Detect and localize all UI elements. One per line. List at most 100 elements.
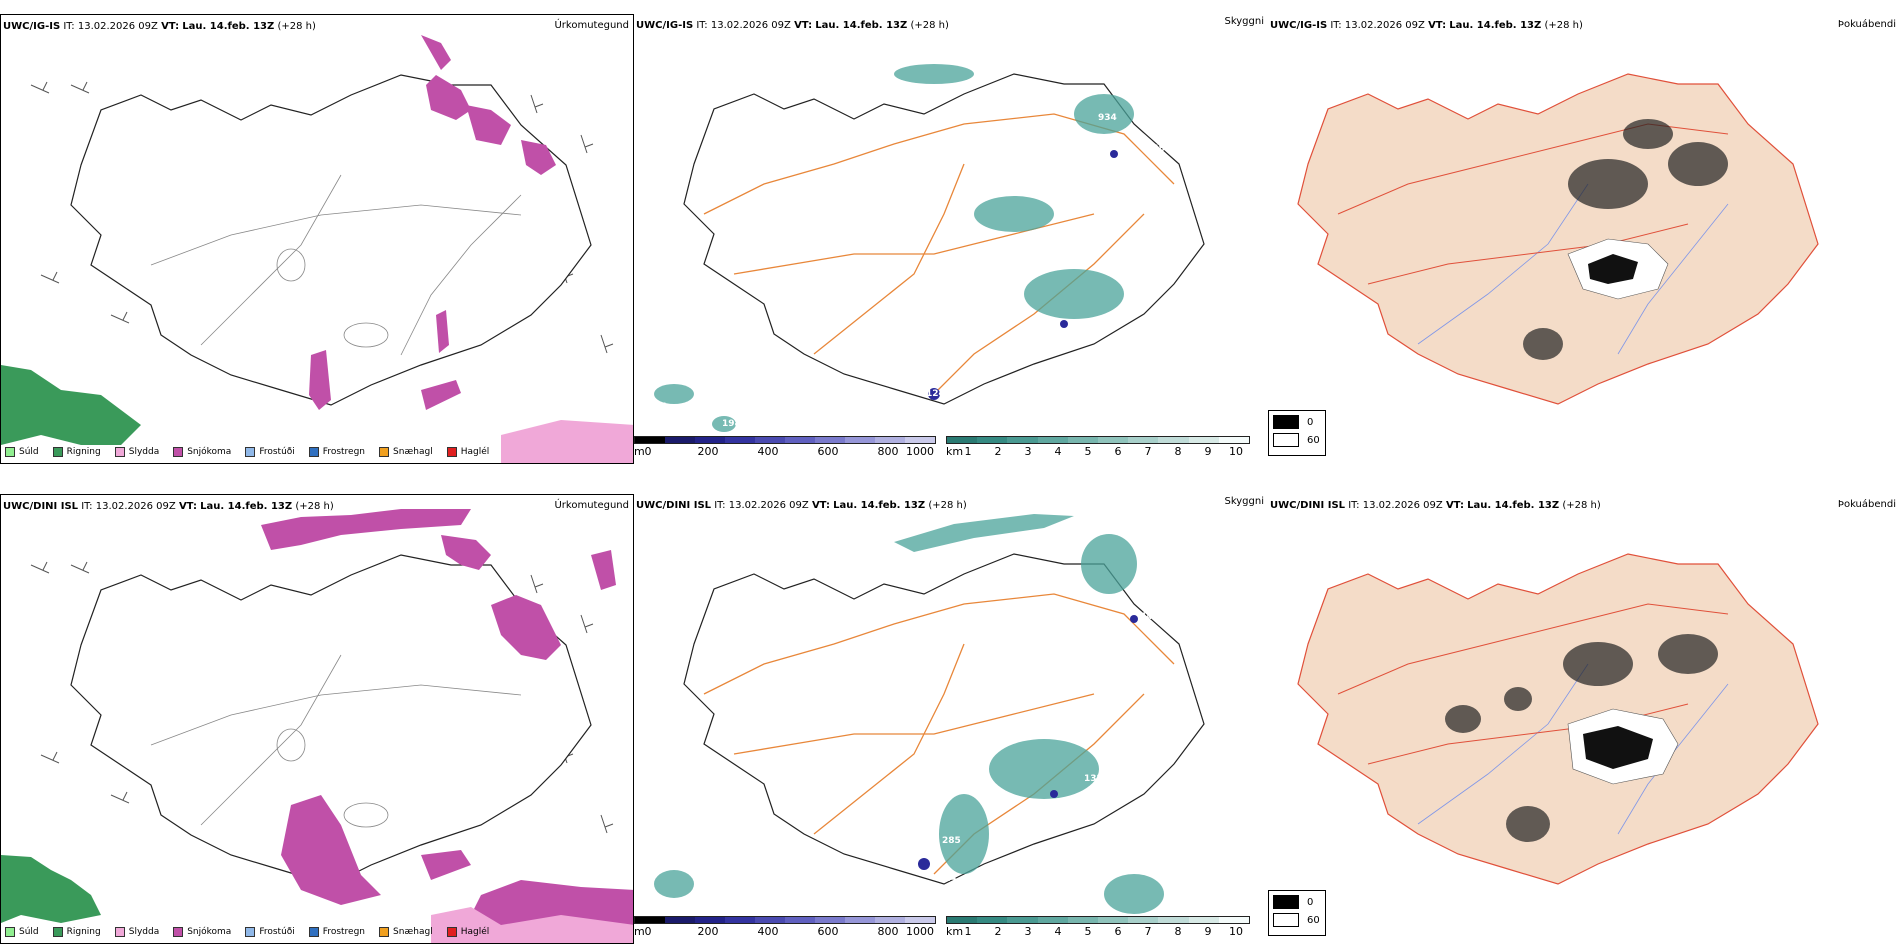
legend-item: Frostregn (308, 927, 365, 937)
rain-area (1, 855, 101, 923)
legend-swatch (52, 447, 63, 457)
legend-swatch (114, 927, 125, 937)
wind-barb (40, 271, 60, 284)
iceland-coast (683, 73, 1205, 405)
snow-area (466, 105, 511, 145)
legend-swatch (379, 927, 390, 937)
fog-swatch (1273, 895, 1299, 909)
fog-patches (1523, 119, 1728, 360)
fog-swatch (1273, 913, 1299, 927)
map-value-label: 934 (1098, 113, 1117, 123)
panel-header: UWC/DINI ISL IT: 13.02.2026 09Z VT: Lau.… (1270, 500, 1601, 511)
wind-barb (40, 751, 60, 764)
map-value-label: 124 (926, 389, 945, 399)
low-visibility-area (712, 416, 736, 432)
snow-area (261, 509, 471, 550)
snow-area (421, 380, 461, 410)
cloud-base-marker (1050, 790, 1058, 798)
iceland-coast (70, 554, 592, 886)
legend-item: Snæhagl (379, 447, 433, 457)
sleet-area (431, 907, 633, 943)
precip-type-panel: UWC/DINI ISL IT: 13.02.2026 09Z VT: Lau.… (0, 494, 634, 944)
legend-item: Frostúði (245, 927, 295, 937)
dense-fog-area (1583, 726, 1653, 769)
road (933, 213, 1145, 395)
low-visibility-area (1074, 94, 1134, 134)
legend-item: Haglél (446, 447, 489, 457)
snow-area (491, 595, 561, 660)
legend-item: Snjókoma (173, 447, 231, 457)
snow-areas (309, 35, 556, 410)
legend-swatch (5, 447, 15, 457)
map-value-label: 130 (946, 694, 965, 704)
legend-item: Frostregn (308, 447, 365, 457)
legend-swatch (245, 927, 256, 937)
low-visibility-area (1104, 874, 1164, 914)
wind-barb (110, 791, 130, 804)
precip-type-panel: UWC/IG-IS IT: 13.02.2026 09Z VT: Lau. 14… (0, 14, 634, 464)
road (733, 693, 1095, 755)
visibility-colorbar: km 1 2 3 4 5 6 7 8 9 10 (946, 436, 1250, 458)
road (813, 643, 965, 835)
cloud-base-marker (1130, 615, 1138, 623)
fog-legend: 0 60 (1268, 890, 1326, 936)
legend-item: Snjókoma (173, 927, 231, 937)
fog-patch (1523, 328, 1563, 360)
low-visibility-area (654, 384, 694, 404)
legend-item: Slydda (114, 927, 159, 937)
panel-header: UWC/IG-IS IT: 13.02.2026 09Z VT: Lau. 14… (3, 21, 316, 32)
dense-fog-area (1588, 254, 1638, 284)
cloud-base-marker (1060, 320, 1068, 328)
snow-area (421, 35, 471, 120)
rain-area (1, 365, 141, 445)
map-value-label: 132 (1084, 774, 1103, 784)
legend-swatch (5, 927, 15, 937)
legend-swatch (379, 447, 390, 457)
fog-patch (1568, 159, 1648, 209)
map-value-label: 114 (648, 402, 667, 412)
snow-area (309, 350, 331, 410)
legend-item: Haglél (446, 927, 489, 937)
snow-area (436, 310, 449, 353)
panel-title: Þokuábendi (1837, 499, 1896, 510)
panel-title: Þokuábendi (1837, 19, 1896, 30)
fog-indicator-panel: UWC/DINI ISL IT: 13.02.2026 09Z VT: Lau.… (1268, 494, 1900, 944)
cloud-map (654, 514, 1205, 914)
fog-legend: 0 60 (1268, 410, 1326, 456)
panel-title: Skyggni (1224, 16, 1264, 27)
low-visibility-area (1081, 534, 1137, 594)
legend-swatch (52, 927, 63, 937)
low-visibility-area (939, 794, 989, 874)
low-visibility-area (974, 196, 1054, 232)
cloud-base-marker (918, 858, 930, 870)
fog-patches (1445, 634, 1718, 842)
legend-item: Slydda (114, 447, 159, 457)
fog-patch (1563, 642, 1633, 686)
precip-map (1, 509, 633, 943)
cloud-base-colorbar: m 0 200 400 600 800 1000 (634, 436, 936, 458)
legend-swatch (173, 447, 184, 457)
legend-swatch (173, 927, 184, 937)
snow-area (281, 795, 381, 905)
low-visibility-area (989, 739, 1099, 799)
panel-header: UWC/DINI ISL IT: 13.02.2026 09Z VT: Lau.… (636, 500, 967, 511)
low-visibility-area (894, 514, 1074, 552)
wind-barb (600, 814, 614, 834)
fog-patch (1506, 806, 1550, 842)
snow-area (591, 550, 616, 590)
wind-barb (530, 94, 544, 114)
panel-title: Skyggni (1224, 496, 1264, 507)
panel-header: UWC/IG-IS IT: 13.02.2026 09Z VT: Lau. 14… (636, 20, 949, 31)
cloud-map (654, 64, 1205, 432)
precip-map (1, 35, 633, 463)
cloud-visibility-panel: UWC/IG-IS IT: 13.02.2026 09Z VT: Lau. 14… (634, 14, 1268, 464)
iceland-coast (70, 74, 592, 406)
wind-barb (580, 614, 594, 634)
snow-area (421, 850, 471, 880)
wind-barb (70, 561, 90, 574)
panel-title: Úrkomutegund (554, 500, 629, 511)
cloud-base-colorbar: m 0 200 400 600 800 1000 (634, 916, 936, 938)
legend-item: Snæhagl (379, 927, 433, 937)
panel-title: Úrkomutegund (554, 20, 629, 31)
legend-swatch (446, 447, 457, 457)
